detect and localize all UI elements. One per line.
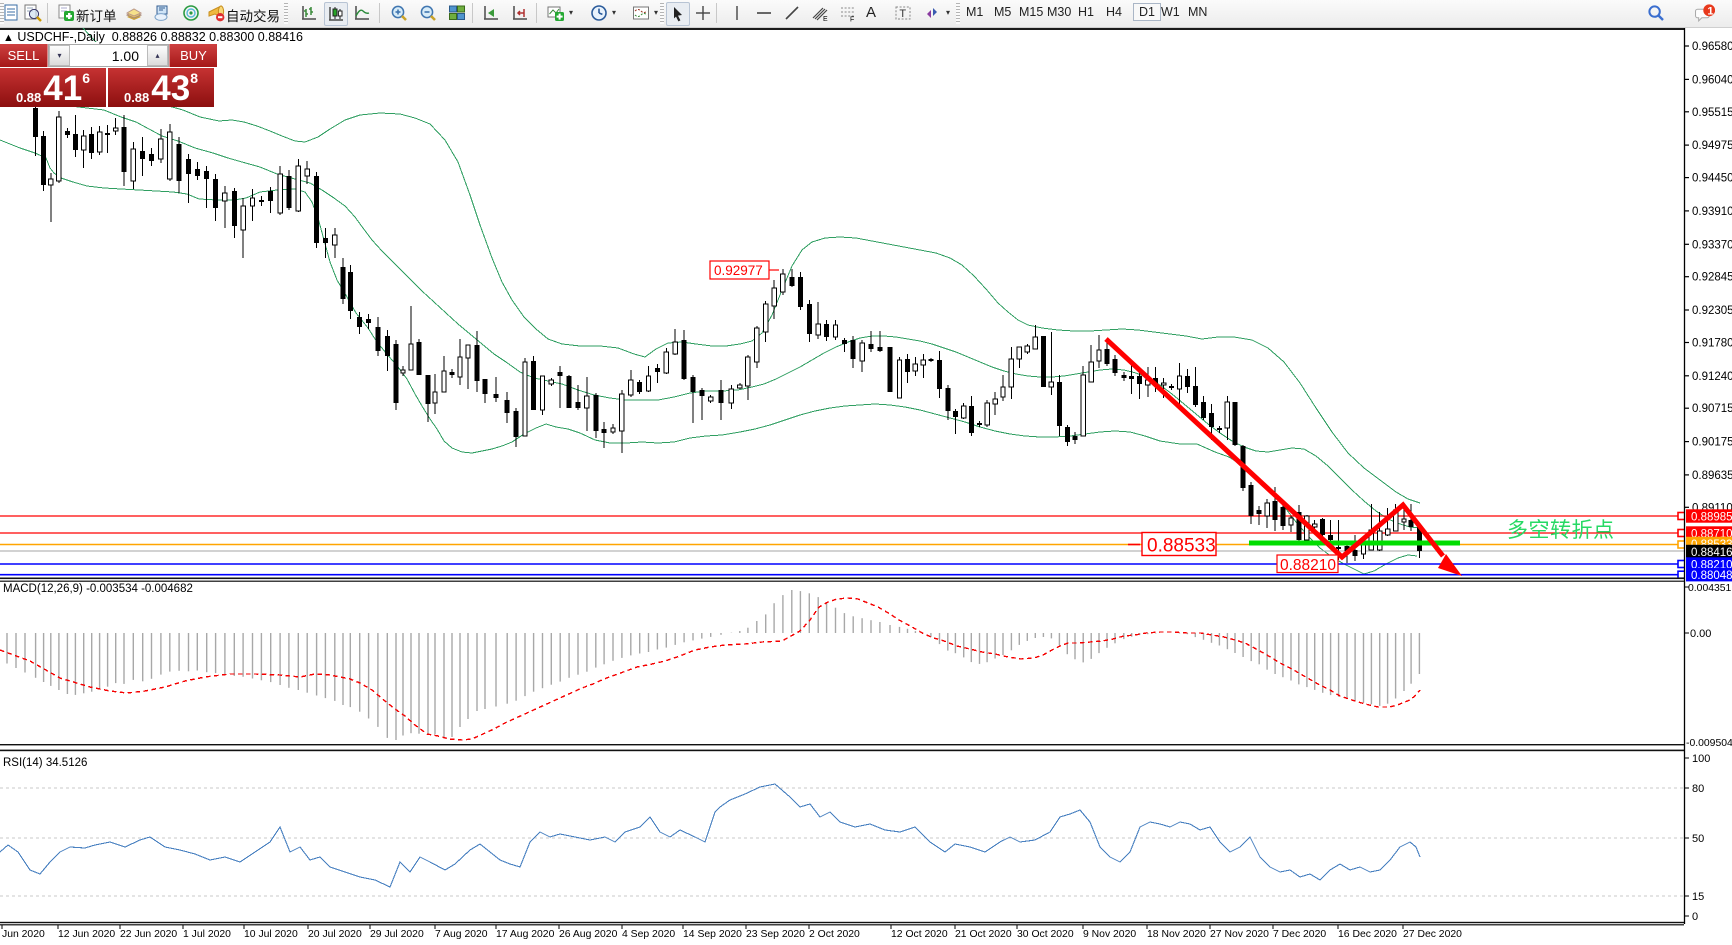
svg-text:Jun 2020: Jun 2020 (2, 929, 45, 940)
svg-text:0.004351: 0.004351 (1688, 583, 1732, 594)
svg-text:0.92845: 0.92845 (1692, 272, 1732, 284)
svg-text:27 Nov 2020: 27 Nov 2020 (1210, 929, 1269, 940)
svg-text:0.90175: 0.90175 (1692, 437, 1732, 449)
svg-text:30 Oct 2020: 30 Oct 2020 (1017, 929, 1074, 940)
svg-text:多空转折点: 多空转折点 (1507, 519, 1615, 542)
svg-text:0.88533: 0.88533 (1147, 536, 1216, 557)
svg-text:0.93370: 0.93370 (1692, 239, 1732, 251)
svg-text:0.96580: 0.96580 (1692, 41, 1732, 53)
svg-text:0.94975: 0.94975 (1692, 140, 1732, 152)
svg-text:0.92977: 0.92977 (714, 263, 763, 278)
svg-text:80: 80 (1692, 783, 1704, 795)
svg-text:0.00: 0.00 (1690, 628, 1711, 640)
svg-text:23 Sep 2020: 23 Sep 2020 (746, 929, 805, 940)
svg-text:2 Oct 2020: 2 Oct 2020 (809, 929, 860, 940)
svg-text:0.89635: 0.89635 (1692, 470, 1732, 482)
svg-text:27 Dec 2020: 27 Dec 2020 (1403, 929, 1462, 940)
svg-text:0.88985: 0.88985 (1691, 511, 1732, 523)
svg-text:50: 50 (1692, 833, 1704, 845)
svg-text:12 Oct 2020: 12 Oct 2020 (891, 929, 948, 940)
svg-text:0.94450: 0.94450 (1692, 173, 1732, 185)
svg-text:1: 1 (1707, 5, 1713, 17)
svg-text:E: E (823, 16, 828, 22)
svg-text:0.93910: 0.93910 (1692, 206, 1732, 218)
svg-text:7 Aug 2020: 7 Aug 2020 (435, 929, 488, 940)
svg-text:22 Jun 2020: 22 Jun 2020 (120, 929, 177, 940)
svg-text:16 Dec 2020: 16 Dec 2020 (1338, 929, 1397, 940)
svg-text:14 Sep 2020: 14 Sep 2020 (683, 929, 742, 940)
svg-text:0.96040: 0.96040 (1692, 74, 1732, 86)
svg-text:18 Nov 2020: 18 Nov 2020 (1147, 929, 1206, 940)
svg-text:20 Jul 2020: 20 Jul 2020 (308, 929, 362, 940)
svg-text:0.88416: 0.88416 (1691, 547, 1732, 559)
svg-text:0.91240: 0.91240 (1692, 371, 1732, 383)
svg-text:0.90715: 0.90715 (1692, 403, 1732, 415)
svg-text:T: T (899, 8, 906, 20)
svg-text:MACD(12,26,9) -0.003534 -0.004: MACD(12,26,9) -0.003534 -0.004682 (3, 583, 193, 595)
svg-text:0.95515: 0.95515 (1692, 107, 1732, 119)
svg-text:0.92305: 0.92305 (1692, 305, 1732, 317)
svg-text:0.88210: 0.88210 (1280, 557, 1336, 574)
svg-text:26 Aug 2020: 26 Aug 2020 (559, 929, 618, 940)
svg-text:100: 100 (1692, 753, 1710, 765)
svg-text:10 Jul 2020: 10 Jul 2020 (244, 929, 298, 940)
svg-text:0: 0 (1692, 911, 1698, 923)
svg-text:7 Dec 2020: 7 Dec 2020 (1273, 929, 1326, 940)
svg-text:0.88048: 0.88048 (1691, 570, 1732, 582)
svg-text:9 Nov 2020: 9 Nov 2020 (1083, 929, 1136, 940)
svg-text:RSI(14) 34.5126: RSI(14) 34.5126 (3, 757, 87, 769)
svg-text:1 Jul 2020: 1 Jul 2020 (183, 929, 231, 940)
svg-text:21 Oct 2020: 21 Oct 2020 (955, 929, 1012, 940)
svg-text:17 Aug 2020: 17 Aug 2020 (496, 929, 555, 940)
svg-text:F: F (850, 16, 854, 22)
svg-text:-0.009504: -0.009504 (1686, 738, 1732, 749)
svg-text:0.91780: 0.91780 (1692, 338, 1732, 350)
svg-text:4 Sep 2020: 4 Sep 2020 (622, 929, 675, 940)
svg-text:12 Jun 2020: 12 Jun 2020 (58, 929, 115, 940)
svg-text:15: 15 (1692, 891, 1704, 903)
svg-text:29 Jul 2020: 29 Jul 2020 (370, 929, 424, 940)
